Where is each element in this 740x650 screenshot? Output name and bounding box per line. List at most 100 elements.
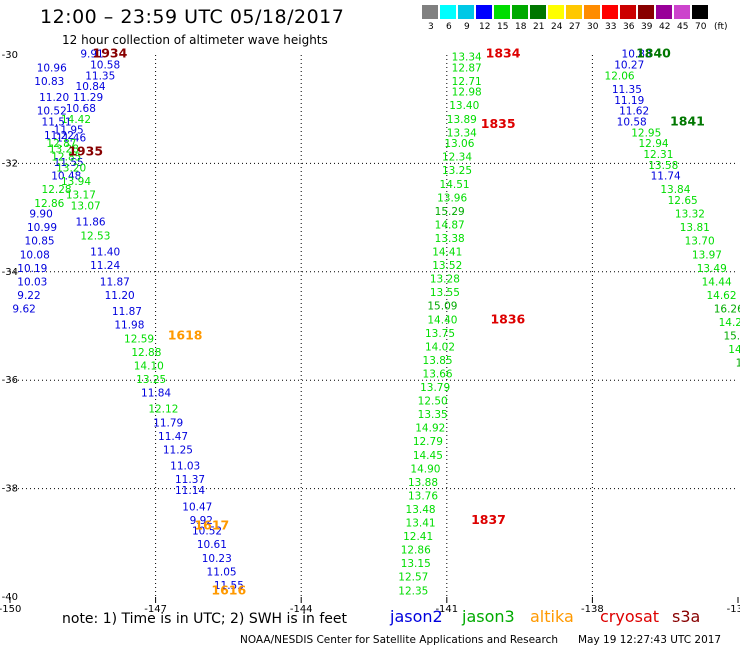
data-point: 11.98 bbox=[114, 320, 144, 332]
legend-label: 30 bbox=[587, 22, 599, 32]
x-tick-label: -144 bbox=[290, 604, 313, 615]
data-point: 11.20 bbox=[105, 290, 135, 302]
data-point: 11.62 bbox=[619, 106, 649, 118]
data-point: 13.06 bbox=[444, 138, 474, 150]
time-label: 1935 bbox=[68, 143, 103, 158]
data-point: 11.29 bbox=[73, 92, 103, 104]
time-label: 1616 bbox=[211, 582, 246, 597]
data-point: 15.41 bbox=[736, 358, 740, 370]
data-point: 12.71 bbox=[452, 76, 482, 88]
data-point: 11.24 bbox=[90, 260, 120, 272]
data-point: 11.22 bbox=[44, 130, 74, 142]
legend-swatch bbox=[422, 5, 438, 19]
data-point: 12.86 bbox=[34, 198, 64, 210]
data-point: 14.02 bbox=[425, 341, 455, 353]
data-point: 14.87 bbox=[435, 219, 465, 231]
data-point: 11.37 bbox=[175, 474, 205, 486]
chart-subtitle: 12 hour collection of altimeter wave hei… bbox=[62, 33, 328, 47]
data-point: 10.58 bbox=[90, 60, 120, 72]
data-point: 12.87 bbox=[46, 138, 76, 150]
data-point: 13.49 bbox=[697, 263, 727, 275]
data-point: 12.79 bbox=[413, 436, 443, 448]
y-tick-label: -38 bbox=[2, 484, 18, 495]
data-point: 13.34 bbox=[447, 127, 477, 139]
legend-label: 27 bbox=[569, 22, 581, 32]
legend-swatch bbox=[476, 5, 492, 19]
data-point: 13.28 bbox=[430, 274, 460, 286]
data-point: 11.84 bbox=[141, 387, 171, 399]
legend-label: 24 bbox=[551, 22, 563, 32]
data-point: 12.85 bbox=[51, 152, 81, 164]
time-label: 1618 bbox=[168, 328, 203, 343]
data-point: 13.79 bbox=[420, 382, 450, 394]
data-point: 10.96 bbox=[37, 62, 67, 74]
legend-swatch bbox=[620, 5, 636, 19]
data-point: 9.90 bbox=[29, 209, 52, 221]
time-label: 1934 bbox=[93, 46, 128, 61]
data-point: 15.46 bbox=[723, 331, 740, 343]
legend-swatch bbox=[602, 5, 618, 19]
data-point: 12.98 bbox=[452, 87, 482, 99]
data-point: 14.22 bbox=[719, 317, 740, 329]
legend-swatch bbox=[584, 5, 600, 19]
legend-label: 12 bbox=[479, 22, 491, 32]
data-point: 13.58 bbox=[648, 160, 678, 172]
legend-label: 18 bbox=[515, 22, 527, 32]
data-point: 11.46 bbox=[56, 133, 86, 145]
data-point: 11.20 bbox=[39, 92, 69, 104]
data-point: 13.25 bbox=[442, 165, 472, 177]
data-point: 11.79 bbox=[153, 417, 183, 429]
time-label: 1834 bbox=[486, 46, 521, 61]
legend-label: 36 bbox=[623, 22, 635, 32]
y-tick-label: -40 bbox=[2, 592, 18, 603]
legend-swatch bbox=[512, 5, 528, 19]
data-point: 10.48 bbox=[51, 171, 81, 183]
time-label: 1841 bbox=[670, 113, 705, 128]
legend-swatch bbox=[458, 5, 474, 19]
data-point: 14.44 bbox=[702, 276, 732, 288]
data-point: 10.52 bbox=[192, 526, 222, 538]
data-point: 13.96 bbox=[437, 192, 467, 204]
satellite-jason3: jason3 bbox=[462, 607, 515, 626]
data-point: 13.20 bbox=[56, 163, 86, 175]
data-point: 13.85 bbox=[423, 355, 453, 367]
legend-label: 6 bbox=[446, 22, 452, 32]
legend-swatch bbox=[692, 5, 708, 19]
satellite-s3a: s3a bbox=[672, 607, 701, 626]
data-point: 10.03 bbox=[17, 276, 47, 288]
data-point: 10.19 bbox=[17, 263, 47, 275]
data-point: 10.58 bbox=[617, 116, 647, 128]
data-point: 16.26 bbox=[714, 303, 740, 315]
data-point: 12.87 bbox=[452, 62, 482, 74]
footer-note: note: 1) Time is in UTC; 2) SWH is in fe… bbox=[62, 611, 348, 627]
legend-swatch bbox=[656, 5, 672, 19]
data-point: 10.83 bbox=[34, 76, 64, 88]
data-point: 12.31 bbox=[643, 149, 673, 161]
legend-swatch bbox=[674, 5, 690, 19]
data-point: 14.10 bbox=[134, 360, 164, 372]
legend-label: 3 bbox=[428, 22, 434, 32]
data-point: 11.86 bbox=[76, 217, 106, 229]
data-point: 10.99 bbox=[27, 222, 57, 234]
satellite-altika: altika bbox=[530, 607, 574, 626]
data-point: 12.35 bbox=[398, 585, 428, 597]
data-point: 13.70 bbox=[685, 236, 715, 248]
data-point: 9.92 bbox=[190, 515, 213, 527]
data-point: 12.86 bbox=[401, 545, 431, 557]
data-point: 13.97 bbox=[692, 249, 722, 261]
legend-label: 45 bbox=[677, 22, 689, 32]
data-point: 12.50 bbox=[418, 396, 448, 408]
data-point: 10.23 bbox=[202, 553, 232, 565]
data-point: 10.61 bbox=[197, 539, 227, 551]
data-point: 11.19 bbox=[614, 95, 644, 107]
data-point: 12.34 bbox=[442, 152, 472, 164]
data-point: 13.81 bbox=[680, 222, 710, 234]
legend-label: 70 bbox=[695, 22, 707, 32]
chart-title: 12:00 – 23:59 UTC 05/18/2017 bbox=[40, 6, 345, 28]
data-point: 11.87 bbox=[100, 276, 130, 288]
data-point: 13.76 bbox=[408, 490, 438, 502]
x-tick-label: -135 bbox=[727, 604, 740, 615]
data-point: 10.52 bbox=[37, 106, 67, 118]
legend-swatch bbox=[566, 5, 582, 19]
legend-label: 42 bbox=[659, 22, 671, 32]
